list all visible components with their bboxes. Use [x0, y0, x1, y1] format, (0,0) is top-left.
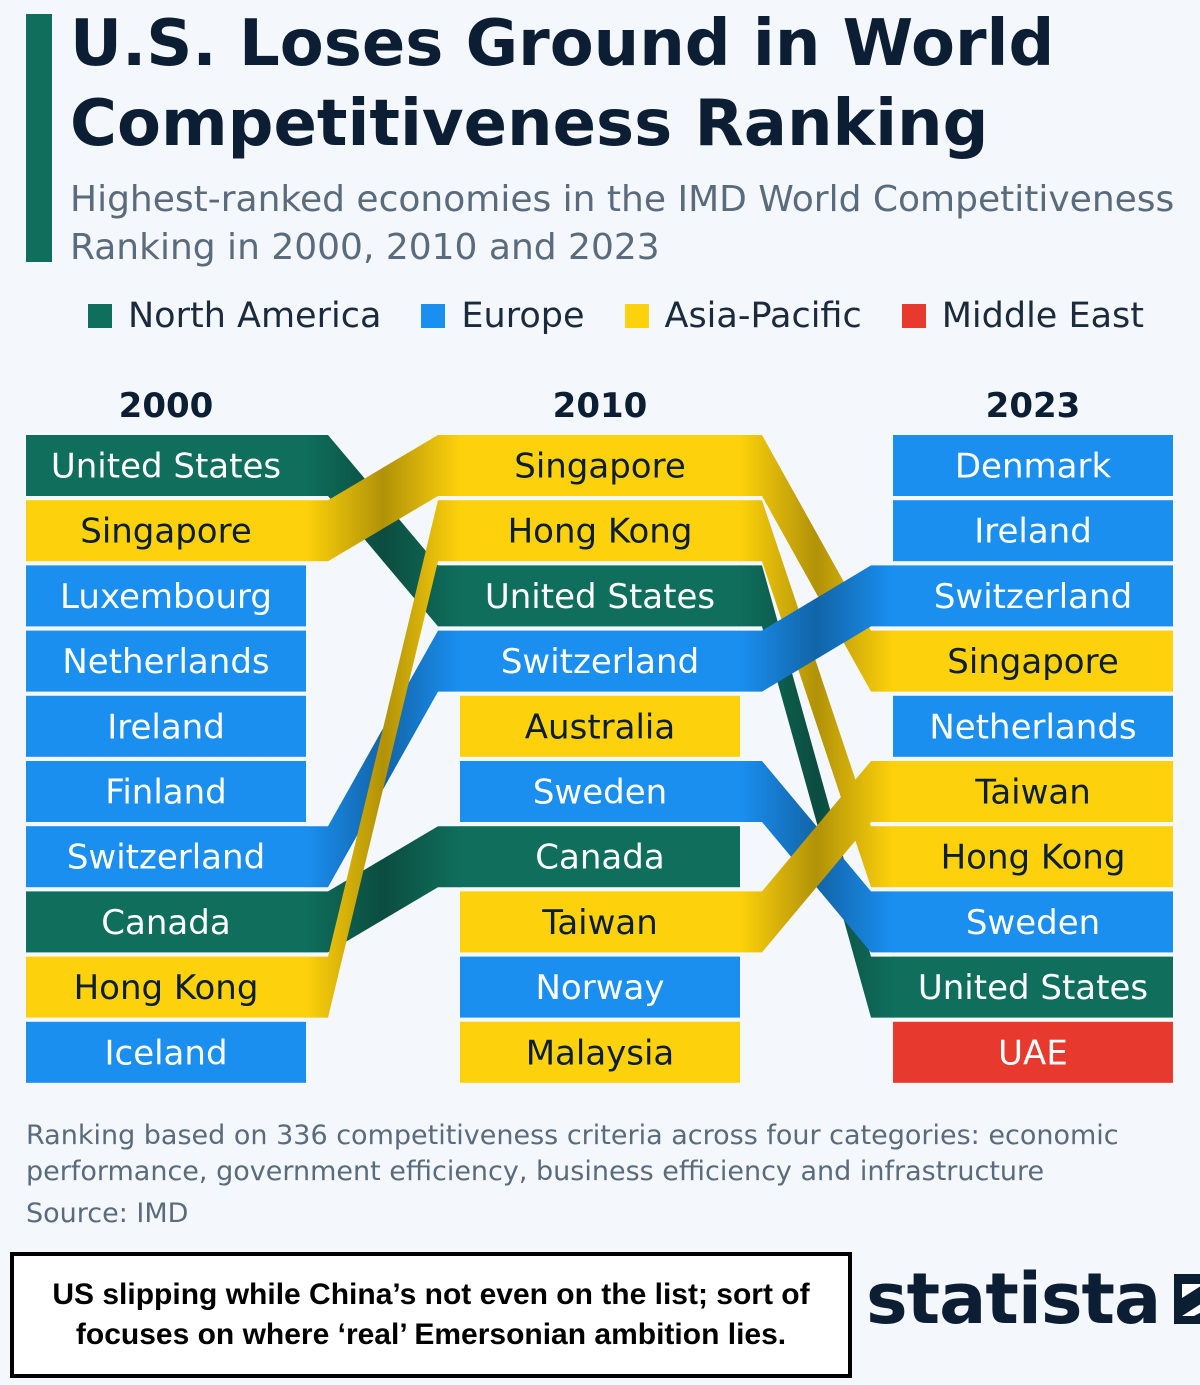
cell-label-2023-singapore: Singapore	[947, 642, 1119, 682]
cell-label-2023-uae: UAE	[998, 1033, 1068, 1073]
cell-2023-united-states	[893, 956, 1173, 1018]
legend-swatch	[421, 304, 446, 328]
cell-2023-denmark	[893, 435, 1173, 496]
cell-2023-ireland	[893, 500, 1173, 562]
legend-label: Middle East	[941, 296, 1144, 336]
cell-2010-singapore	[460, 435, 740, 496]
source-note: Source: IMD	[26, 1198, 189, 1229]
cell-2000-netherlands	[26, 630, 306, 692]
legend-label: Europe	[461, 296, 585, 336]
cell-2010-hong-kong	[460, 500, 740, 562]
cell-label-2010-canada: Canada	[535, 838, 664, 878]
cell-label-2000-canada: Canada	[101, 903, 230, 943]
cell-2000-united-states	[26, 435, 306, 496]
cell-label-2023-hong-kong: Hong Kong	[941, 838, 1126, 878]
cell-2010-malaysia	[460, 1021, 740, 1083]
legend-item-north-america: North America	[88, 296, 381, 336]
cell-2023-netherlands	[893, 695, 1173, 757]
legend-swatch	[88, 304, 112, 328]
caption-box: US slipping while China’s not even on th…	[10, 1252, 852, 1378]
cell-2023-sweden	[893, 891, 1173, 953]
cell-label-2010-taiwan: Taiwan	[541, 903, 658, 943]
cell-2010-canada	[460, 826, 740, 888]
cell-label-2023-netherlands: Netherlands	[929, 707, 1136, 747]
cell-label-2010-hong-kong: Hong Kong	[508, 512, 693, 552]
cell-label-2023-ireland: Ireland	[974, 512, 1092, 552]
cell-label-2023-united-states: United States	[918, 968, 1148, 1008]
legend-swatch	[624, 304, 649, 328]
legend: North America Europe Asia-Pacific Middle Ea…	[88, 294, 1184, 338]
cell-label-2000-luxembourg: Luxembourg	[60, 577, 272, 617]
cell-label-2010-norway: Norway	[536, 968, 665, 1008]
brand: statista	[866, 1258, 1200, 1340]
cell-label-2023-taiwan: Taiwan	[974, 773, 1091, 813]
cell-label-2023-sweden: Sweden	[966, 903, 1100, 943]
cell-2010-taiwan	[460, 891, 740, 953]
cell-2000-switzerland	[26, 826, 306, 888]
cell-2023-uae	[893, 1021, 1173, 1083]
legend-item-europe: Europe	[421, 296, 585, 336]
cell-label-2000-united-states: United States	[51, 447, 281, 487]
cell-2000-ireland	[26, 695, 306, 757]
cell-label-2000-switzerland: Switzerland	[67, 838, 265, 878]
link-switzerland-2010-2023	[739, 565, 894, 692]
cell-2000-iceland	[26, 1021, 306, 1083]
cell-label-2000-ireland: Ireland	[107, 707, 225, 747]
cell-label-2010-australia: Australia	[525, 707, 675, 747]
legend-item-asia-pacific: Asia-Pacific	[624, 296, 862, 336]
cell-label-2023-denmark: Denmark	[955, 447, 1112, 487]
cell-2000-finland	[26, 761, 306, 822]
year-header-2000: 2000	[118, 386, 214, 426]
cell-label-2000-netherlands: Netherlands	[62, 642, 269, 682]
ranking-cells: United States Singapore Luxembourg Netherla…	[26, 435, 1173, 1083]
link-taiwan-2010-2023	[739, 761, 894, 953]
cell-2023-taiwan	[893, 761, 1173, 822]
cell-2000-canada	[26, 891, 306, 953]
year-header-2010: 2010	[552, 386, 648, 426]
cell-label-2000-finland: Finland	[105, 773, 227, 813]
legend-label: North America	[128, 296, 382, 336]
legend-item-middle-east: Middle East	[901, 296, 1144, 336]
cell-2010-norway	[460, 956, 740, 1018]
legend-swatch	[901, 304, 926, 328]
title-accent-bar	[26, 14, 52, 262]
brand-name: statista	[866, 1258, 1161, 1340]
cell-2010-australia	[460, 695, 740, 757]
cell-2010-sweden	[460, 761, 740, 822]
ranking-chart: United States Singapore Luxembourg Netherla…	[26, 435, 1173, 1083]
cell-label-2023-switzerland: Switzerland	[934, 577, 1132, 617]
cell-label-2010-sweden: Sweden	[533, 773, 667, 813]
cell-label-2000-iceland: Iceland	[104, 1033, 227, 1073]
legend-label: Asia-Pacific	[664, 296, 862, 336]
cell-2023-switzerland	[893, 565, 1173, 627]
ranking-links	[305, 435, 894, 1018]
cell-2000-singapore	[26, 500, 306, 562]
cell-2000-hong-kong	[26, 956, 306, 1018]
cell-2010-switzerland	[460, 630, 740, 692]
cell-label-2010-united-states: United States	[485, 577, 715, 617]
cell-2023-hong-kong	[893, 826, 1173, 888]
year-header-2023: 2023	[985, 386, 1081, 426]
cell-label-2010-malaysia: Malaysia	[526, 1033, 675, 1073]
cell-2023-singapore	[893, 630, 1173, 692]
cell-2010-united-states	[460, 565, 740, 627]
chart-subtitle: Highest-ranked economies in the IMD Worl…	[70, 179, 1175, 268]
cell-label-2000-singapore: Singapore	[80, 512, 252, 552]
cell-2000-luxembourg	[26, 565, 306, 627]
cell-label-2010-singapore: Singapore	[514, 447, 686, 487]
link-singapore-2000-2010	[305, 435, 461, 562]
cell-label-2010-switzerland: Switzerland	[501, 642, 699, 682]
footnote: Ranking based on 336 competitiveness cri…	[26, 1120, 1119, 1187]
cell-label-2000-hong-kong: Hong Kong	[74, 968, 259, 1008]
statista-logo-icon	[1174, 1274, 1200, 1324]
link-hong-kong-2000-2010	[305, 500, 461, 1018]
chart-title: U.S. Loses Ground in World Competitivene…	[70, 7, 1055, 161]
